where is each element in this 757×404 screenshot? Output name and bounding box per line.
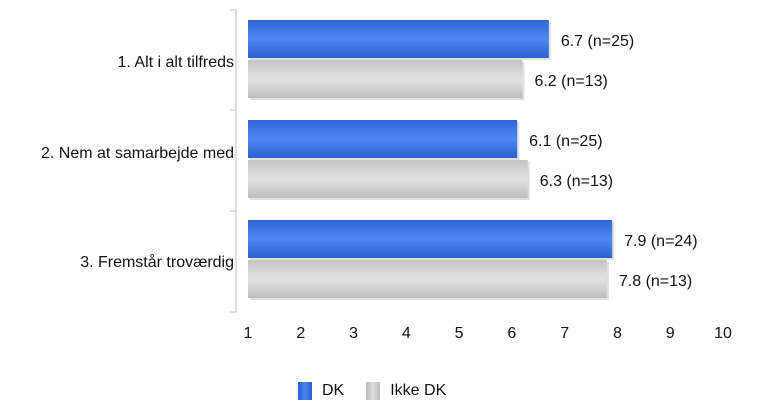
legend: DK Ikke DK [298,380,468,402]
data-label: 6.7 (n=25) [561,33,634,50]
data-label: 7.8 (n=13) [619,273,692,290]
data-label: 6.3 (n=13) [540,173,613,190]
legend-item-ikke-dk: Ikke DK [366,382,446,400]
legend-item-dk: DK [298,382,344,400]
x-tick-label: 10 [714,325,732,342]
category-label: 3. Fremstår troværdig [80,254,234,271]
bar-dk-3 [248,220,613,258]
x-tick-label: 6 [507,325,516,342]
legend-swatch-dk [298,382,312,400]
x-tick-label: 1 [244,325,253,342]
data-label: 7.9 (n=24) [624,233,697,250]
x-tick-label: 4 [402,325,411,342]
data-label: 6.1 (n=25) [529,133,602,150]
legend-label-dk: DK [322,382,345,399]
bar-ikke-dk-2 [248,160,528,198]
bar-ikke-dk-1 [248,60,523,98]
x-tick-label: 8 [613,325,622,342]
x-tick-label: 9 [666,325,675,342]
legend-swatch-ikke-dk [366,382,381,400]
x-tick-label: 3 [349,325,358,342]
x-tick-label: 5 [455,325,464,342]
bar-dk-1 [248,20,549,58]
legend-label-ikke-dk: Ikke DK [390,382,447,399]
x-tick-label: 7 [560,325,569,342]
data-label: 6.2 (n=13) [534,73,607,90]
bar-ikke-dk-3 [248,260,607,298]
bar-dk-2 [248,120,518,158]
category-label: 2. Nem at samarbejde med [41,145,234,162]
x-tick-label: 2 [296,325,305,342]
category-label: 1. Alt i alt tilfreds [117,54,235,71]
